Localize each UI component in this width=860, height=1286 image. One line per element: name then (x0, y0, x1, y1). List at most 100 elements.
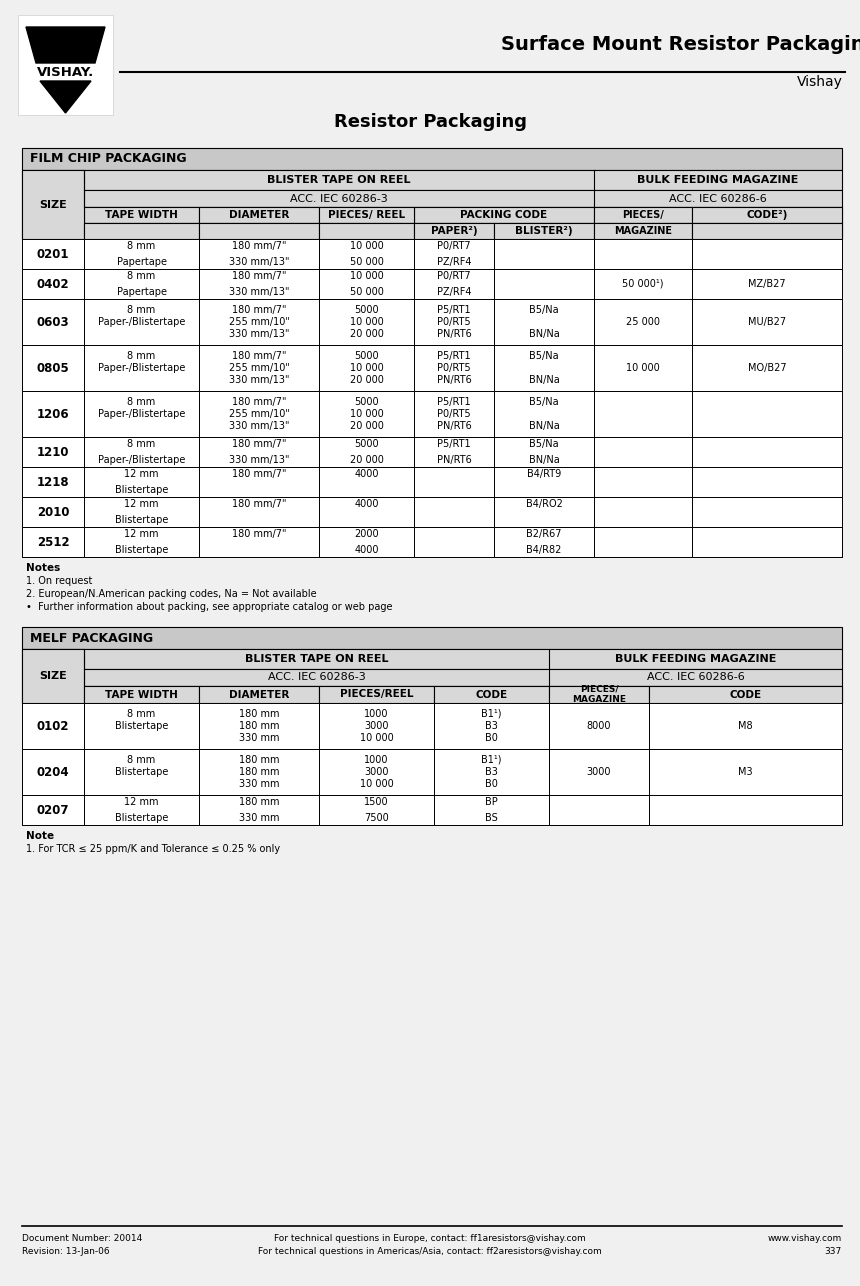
Bar (494, 391, 594, 437)
Text: Papertape: Papertape (116, 287, 167, 297)
Bar (414, 269, 494, 300)
Text: 50 000¹): 50 000¹) (623, 279, 664, 289)
Bar (84, 391, 199, 437)
Bar (549, 748, 649, 795)
Bar (319, 748, 434, 795)
Text: 330 mm: 330 mm (239, 779, 280, 790)
Bar (692, 496, 842, 527)
Text: •  Further information about packing, see appropriate catalog or web page: • Further information about packing, see… (26, 602, 392, 612)
Text: B0: B0 (485, 779, 498, 790)
Bar (319, 496, 414, 527)
Text: FILM CHIP PACKAGING: FILM CHIP PACKAGING (30, 153, 187, 166)
Text: P0/RT5: P0/RT5 (437, 409, 470, 419)
Bar (319, 239, 414, 269)
Text: 180 mm: 180 mm (239, 709, 280, 719)
Bar (692, 345, 842, 391)
Text: MAGAZINE: MAGAZINE (614, 226, 672, 237)
Bar (319, 391, 414, 437)
Bar (692, 391, 842, 437)
Bar (594, 345, 692, 391)
Bar (692, 437, 842, 467)
Text: MU/B27: MU/B27 (748, 318, 786, 327)
Text: Paper-/Blistertape: Paper-/Blistertape (98, 363, 185, 373)
Text: 180 mm/7": 180 mm/7" (231, 271, 286, 282)
Text: 255 mm/10": 255 mm/10" (229, 409, 290, 419)
Text: 180 mm: 180 mm (239, 766, 280, 777)
Bar (434, 703, 549, 748)
Text: BN/Na: BN/Na (529, 421, 559, 431)
Text: 4000: 4000 (354, 545, 378, 556)
Text: 330 mm/13": 330 mm/13" (229, 376, 289, 385)
Bar (319, 795, 434, 826)
Text: For technical questions in Americas/Asia, contact: ff2aresistors@vishay.com: For technical questions in Americas/Asia… (258, 1247, 602, 1256)
Text: B5/Na: B5/Na (529, 351, 559, 361)
Text: 0102: 0102 (37, 719, 70, 733)
Bar (199, 222, 319, 239)
Bar (319, 269, 414, 300)
Text: B4/R82: B4/R82 (526, 545, 562, 556)
Text: 5000: 5000 (354, 305, 378, 315)
Text: ACC. IEC 60286-6: ACC. IEC 60286-6 (647, 673, 745, 683)
Text: 20 000: 20 000 (349, 329, 384, 340)
Text: P0/RT5: P0/RT5 (437, 363, 470, 373)
Bar (319, 467, 414, 496)
Bar (199, 703, 319, 748)
Bar (494, 239, 594, 269)
Text: Revision: 13-Jan-06: Revision: 13-Jan-06 (22, 1247, 109, 1256)
Bar (692, 300, 842, 345)
Text: Note: Note (26, 831, 54, 841)
Bar (434, 748, 549, 795)
Text: 0603: 0603 (37, 315, 70, 328)
Text: Paper-/Blistertape: Paper-/Blistertape (98, 318, 185, 327)
Text: 180 mm: 180 mm (239, 797, 280, 808)
Bar (199, 467, 319, 496)
Bar (199, 748, 319, 795)
Text: Notes: Notes (26, 563, 60, 574)
Text: 8 mm: 8 mm (127, 351, 156, 361)
Text: B4/RO2: B4/RO2 (525, 499, 562, 509)
Text: 12 mm: 12 mm (124, 499, 159, 509)
Bar (84, 269, 199, 300)
Text: PAPER²): PAPER²) (431, 226, 477, 237)
Text: 12 mm: 12 mm (124, 469, 159, 478)
Bar (22, 669, 842, 685)
Bar (22, 345, 842, 391)
Text: 180 mm/7": 180 mm/7" (231, 351, 286, 361)
Text: B1¹): B1¹) (482, 709, 501, 719)
Text: 12 mm: 12 mm (124, 797, 159, 808)
Text: B5/Na: B5/Na (529, 397, 559, 406)
Bar (494, 222, 594, 239)
Bar (414, 300, 494, 345)
Text: B5/Na: B5/Na (529, 305, 559, 315)
Text: PIECES/ REEL: PIECES/ REEL (328, 210, 405, 220)
Text: www.vishay.com: www.vishay.com (768, 1235, 842, 1244)
Bar (84, 748, 199, 795)
Bar (414, 496, 494, 527)
Text: 180 mm/7": 180 mm/7" (231, 529, 286, 539)
Text: 2010: 2010 (37, 505, 70, 518)
Bar (494, 300, 594, 345)
Text: 25 000: 25 000 (626, 318, 660, 327)
Bar (84, 467, 199, 496)
Text: 8 mm: 8 mm (127, 755, 156, 765)
Text: BLISTER TAPE ON REEL: BLISTER TAPE ON REEL (245, 655, 388, 664)
Text: 10 000: 10 000 (350, 363, 384, 373)
Bar (22, 467, 842, 496)
Text: PN/RT6: PN/RT6 (437, 329, 471, 340)
Bar (84, 703, 199, 748)
Polygon shape (40, 81, 91, 113)
Text: 50 000: 50 000 (349, 257, 384, 267)
Bar (649, 748, 842, 795)
Text: Blistertape: Blistertape (115, 721, 169, 730)
Text: MZ/B27: MZ/B27 (748, 279, 786, 289)
Bar (22, 190, 842, 207)
Bar (414, 437, 494, 467)
Text: 255 mm/10": 255 mm/10" (229, 363, 290, 373)
Text: BULK FEEDING MAGAZINE: BULK FEEDING MAGAZINE (615, 655, 777, 664)
Bar (84, 207, 199, 222)
Text: 4000: 4000 (354, 499, 378, 509)
Text: DIAMETER: DIAMETER (229, 689, 289, 700)
Bar (84, 496, 199, 527)
Text: PN/RT6: PN/RT6 (437, 421, 471, 431)
Text: 5000: 5000 (354, 351, 378, 361)
